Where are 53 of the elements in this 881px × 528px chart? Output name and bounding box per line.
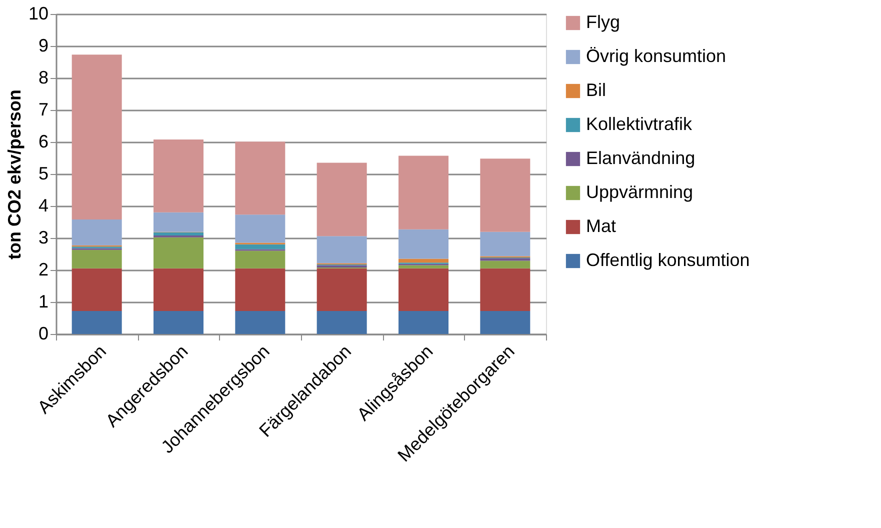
- bar: [154, 310, 204, 334]
- legend-label: Övrig konsumtion: [586, 46, 726, 66]
- bar: [235, 268, 286, 311]
- bar: [72, 219, 122, 246]
- y-tick-label: 6: [38, 132, 48, 152]
- y-tick-label: 8: [38, 68, 48, 88]
- bar: [398, 265, 448, 268]
- bar: [316, 236, 367, 264]
- bar: [480, 268, 530, 311]
- bar: [154, 268, 204, 311]
- bar: [154, 139, 204, 212]
- bar: [398, 268, 448, 311]
- y-tick-label: 1: [38, 292, 48, 312]
- bar: [316, 162, 367, 236]
- bar: [235, 244, 286, 250]
- bar: [72, 310, 122, 334]
- bar: [480, 232, 530, 256]
- y-tick-label: 4: [38, 196, 48, 216]
- bar: [154, 232, 204, 236]
- y-tick-label: 7: [38, 100, 48, 120]
- bar: [72, 268, 122, 311]
- bar: [72, 250, 122, 268]
- y-tick-label: 3: [38, 228, 48, 248]
- bar: [235, 310, 286, 334]
- y-tick-label: 5: [38, 164, 48, 184]
- y-tick-label: 10: [28, 4, 48, 24]
- legend-label: Flyg: [586, 12, 620, 32]
- legend-label: Elanvändning: [586, 148, 696, 168]
- legend-label: Kollektivtrafik: [586, 114, 694, 134]
- bar: [398, 229, 448, 259]
- bar: [235, 214, 286, 243]
- y-tick-label: 9: [38, 36, 48, 56]
- bar: [480, 260, 530, 268]
- y-axis-title: ton CO2 ekv/person: [4, 89, 24, 260]
- bar: [480, 310, 530, 334]
- bar: [480, 158, 530, 232]
- bar: [72, 54, 122, 220]
- legend-label: Offentlig konsumtion: [586, 250, 750, 270]
- bar: [235, 142, 286, 215]
- legend-label: Uppvärmning: [586, 182, 694, 202]
- legend-label: Bil: [586, 80, 606, 100]
- bar: [398, 258, 448, 263]
- bar: [316, 268, 367, 311]
- bar: [398, 310, 448, 334]
- bar: [480, 258, 530, 261]
- y-tick-label: 0: [38, 324, 48, 344]
- bar: [398, 156, 448, 230]
- bar: [316, 310, 367, 334]
- y-tick-label: 2: [38, 260, 48, 280]
- bar: [154, 212, 204, 232]
- legend-label: Mat: [586, 216, 616, 236]
- bar: [235, 250, 286, 268]
- bar: [154, 237, 204, 268]
